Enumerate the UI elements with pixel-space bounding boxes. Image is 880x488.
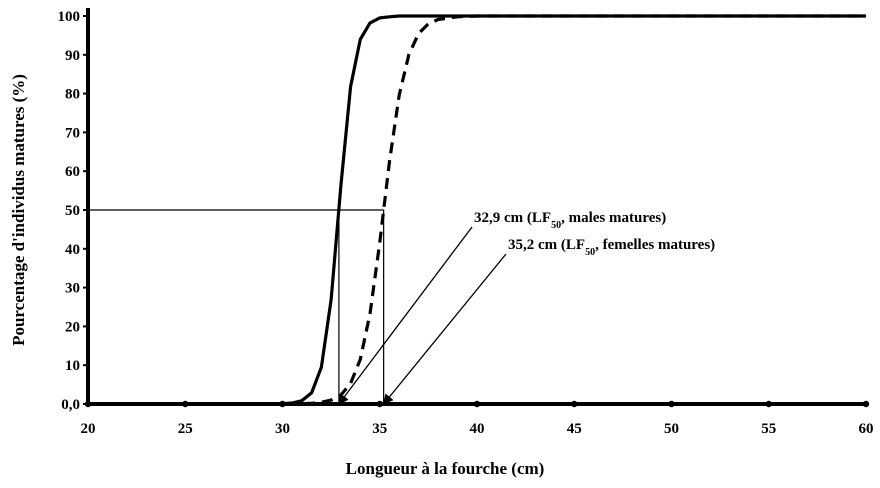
x-axis-label: Longueur à la fourche (cm)	[346, 459, 545, 478]
y-tick-label: 80	[65, 87, 80, 103]
x-tick-label: 60	[859, 421, 874, 437]
annotation-part: 35,2 cm (LF	[508, 237, 585, 253]
y-tick-label: 100	[58, 9, 81, 25]
x-tick-label: 40	[470, 421, 485, 437]
annotation: 32,9 cm (LF50, males matures)	[474, 210, 666, 231]
y-tick-label: 50	[65, 203, 80, 219]
y-axis-label: Pourcentage d'individus matures (%)	[9, 74, 28, 346]
curve	[88, 14, 866, 406]
y-tick-label: 10	[65, 358, 80, 374]
annotation-part: 50	[551, 220, 561, 231]
y-tick-label: 60	[65, 164, 80, 180]
y-tick-label: 70	[65, 125, 80, 141]
annotation-arrow	[382, 253, 507, 405]
x-tick-label: 45	[567, 421, 582, 437]
x-tick	[182, 400, 189, 408]
x-tick-label: 20	[81, 421, 96, 437]
annotation-part: , femelles matures)	[595, 237, 715, 253]
x-tick-label: 25	[178, 421, 193, 437]
x-tick	[862, 400, 870, 408]
x-tick	[84, 400, 92, 408]
y-tick-label: 90	[65, 48, 80, 64]
x-tick-label: 55	[761, 421, 776, 437]
annotation-part: , males matures)	[561, 210, 666, 226]
x-tick	[571, 400, 578, 408]
x-tick-label: 50	[664, 421, 679, 437]
x-tick	[765, 400, 772, 408]
y-tick-label: 20	[65, 319, 80, 335]
annotation: 35,2 cm (LF50, femelles matures)	[508, 237, 715, 258]
x-tick	[473, 400, 481, 408]
y-tick-label: 40	[65, 242, 80, 258]
x-tick	[376, 400, 383, 408]
annotation-part: 32,9 cm (LF	[474, 210, 551, 226]
x-tick	[668, 400, 675, 408]
y-tick-label: 30	[65, 281, 80, 297]
x-tick-label: 35	[372, 421, 387, 437]
annotation-arrow	[338, 226, 473, 405]
y-tick-label: 0,0	[61, 397, 80, 413]
annotation-part: 50	[585, 247, 595, 258]
x-tick-label: 30	[275, 421, 290, 437]
x-tick	[279, 400, 286, 408]
